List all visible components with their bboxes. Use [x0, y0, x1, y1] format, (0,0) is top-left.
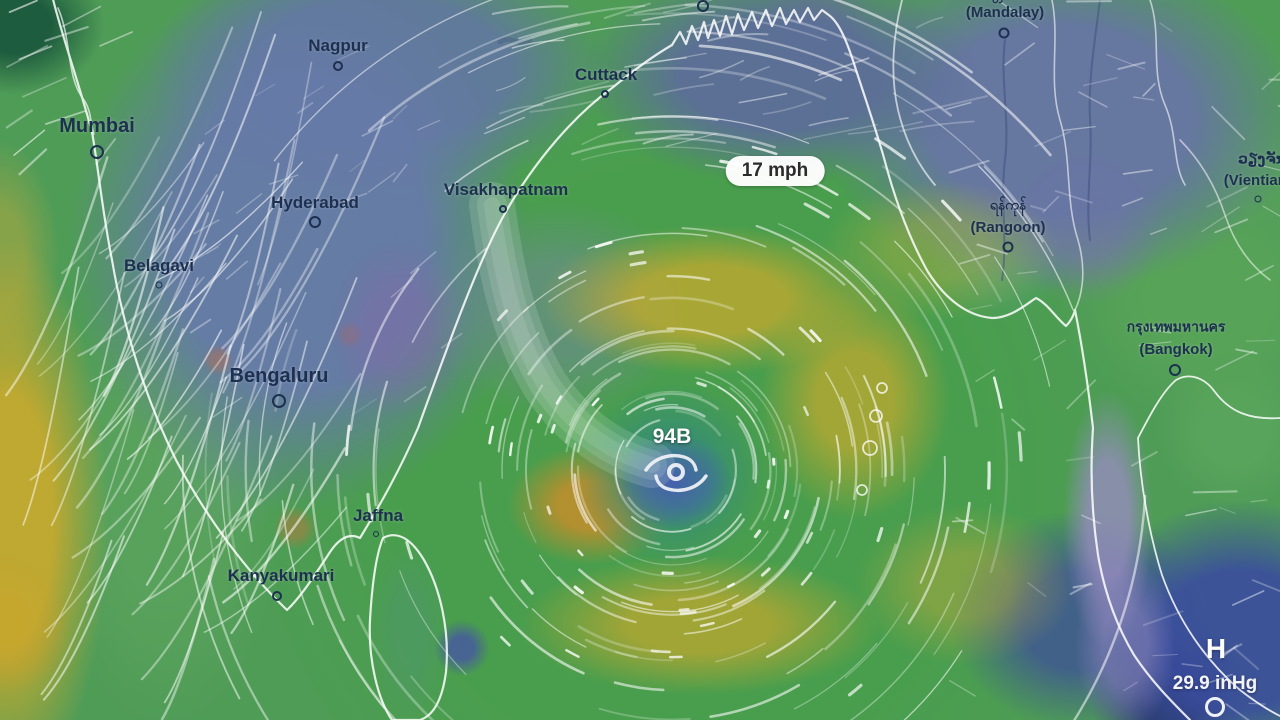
city-label-visakhapatnam[interactable]: Visakhapatnam — [443, 179, 569, 199]
city-marker-jaffna[interactable] — [373, 531, 379, 537]
tropical-storm-icon[interactable] — [644, 453, 708, 493]
forecast-track-swath — [469, 182, 675, 488]
city-label-bangkok[interactable]: (Bangkok) — [1139, 340, 1213, 358]
city-label-mandalay[interactable]: (Mandalay) — [965, 3, 1045, 21]
storm-id-label[interactable]: 94B — [652, 425, 692, 448]
wind-streaks-layer — [5, 0, 1280, 720]
city-label-rangoon[interactable]: (Rangoon) — [970, 218, 1046, 236]
city-marker-vientiane[interactable] — [1254, 195, 1262, 203]
city-marker-bengaluru[interactable] — [272, 394, 286, 408]
city-marker-mandalay[interactable] — [998, 27, 1010, 39]
city-label-nagpur[interactable]: Nagpur — [308, 35, 368, 55]
pressure-value: 29.9 inHg — [1172, 673, 1258, 694]
city-native-label-.vientiane[interactable]: ວຽງຈັນ — [1238, 150, 1280, 167]
city-marker-mumbai[interactable] — [90, 145, 104, 159]
city-marker-nagpur[interactable] — [333, 61, 343, 71]
city-marker-visakhapatnam[interactable] — [499, 205, 507, 213]
pressure-marker-circle — [1205, 697, 1225, 717]
high-pressure-symbol: H — [1205, 633, 1227, 664]
city-marker-rangoon[interactable] — [1002, 241, 1014, 253]
city-label-belagavi[interactable]: Belagavi — [124, 255, 194, 275]
city-marker-kanyakumari[interactable] — [272, 591, 282, 601]
city-label-vientiane[interactable]: (Vientiane) — [1223, 171, 1280, 189]
city-marker-unlabeled-0[interactable] — [697, 0, 709, 12]
city-label-jaffna[interactable]: Jaffna — [352, 505, 404, 525]
wind-speed-badge: 17 mph — [725, 156, 825, 186]
city-label-bengaluru[interactable]: Bengaluru — [229, 365, 329, 388]
city-label-kanyakumari[interactable]: Kanyakumari — [227, 565, 335, 585]
city-marker-belagavi[interactable] — [155, 281, 163, 289]
city-marker-cuttack[interactable] — [601, 90, 609, 98]
city-native-label-.bangkok[interactable]: กรุงเทพมหานคร — [1126, 318, 1226, 335]
city-label-hyderabad[interactable]: Hyderabad — [271, 192, 359, 212]
city-native-label-.rangoon[interactable]: ရန်ကုန် — [989, 196, 1027, 213]
coastlines — [52, 0, 1280, 720]
city-marker-hyderabad[interactable] — [309, 216, 321, 228]
city-marker-bangkok[interactable] — [1169, 364, 1181, 376]
city-label-cuttack[interactable]: Cuttack — [574, 64, 638, 84]
city-label-mumbai[interactable]: Mumbai — [59, 115, 135, 138]
